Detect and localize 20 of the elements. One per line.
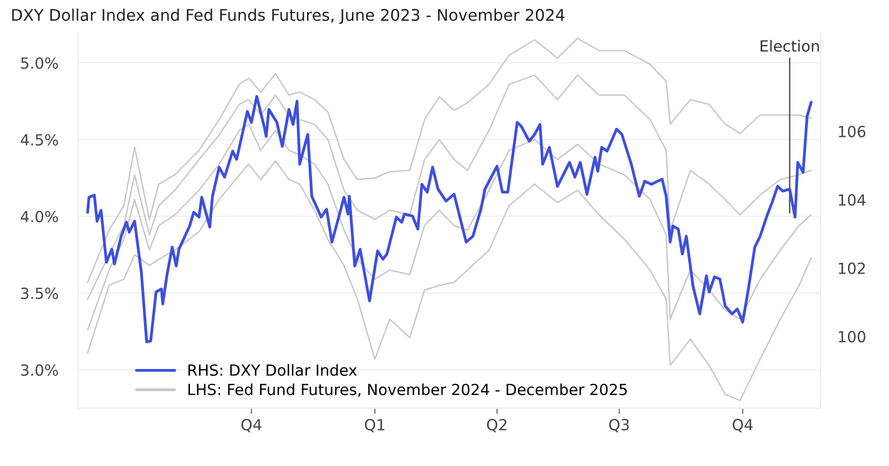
y2-tick-label: 104 <box>838 194 866 206</box>
y2-tick-label: 100 <box>838 330 866 342</box>
y-tick-label: 5.0% <box>21 57 58 69</box>
line-series <box>86 74 812 300</box>
legend-label: LHS: Fed Fund Futures, November 2024 - December 2025 <box>188 383 627 397</box>
y-tick-label: 3.0% <box>21 364 58 376</box>
y-tick-label: 4.0% <box>20 210 58 222</box>
y-tick-label: 4.5% <box>20 134 58 146</box>
x-tick-label: Q3 <box>609 418 629 432</box>
legend-label: RHS: DXY Dollar Index <box>188 364 357 376</box>
chart-title: DXY Dollar Index and Fed Funds Futures, June 2023 - November 2024 <box>12 8 564 24</box>
y-tick-label: 3.5% <box>21 288 58 300</box>
line-series <box>86 95 813 344</box>
x-tick-label: Q4 <box>732 418 753 432</box>
y2-tick-label: 106 <box>838 126 866 138</box>
x-tick-label: Q1 <box>364 418 384 432</box>
x-tick-label: Q4 <box>241 418 262 432</box>
x-tick-label: Q2 <box>487 418 506 432</box>
ref-line-label: Election <box>760 40 819 52</box>
y2-tick-label: 102 <box>838 262 865 274</box>
